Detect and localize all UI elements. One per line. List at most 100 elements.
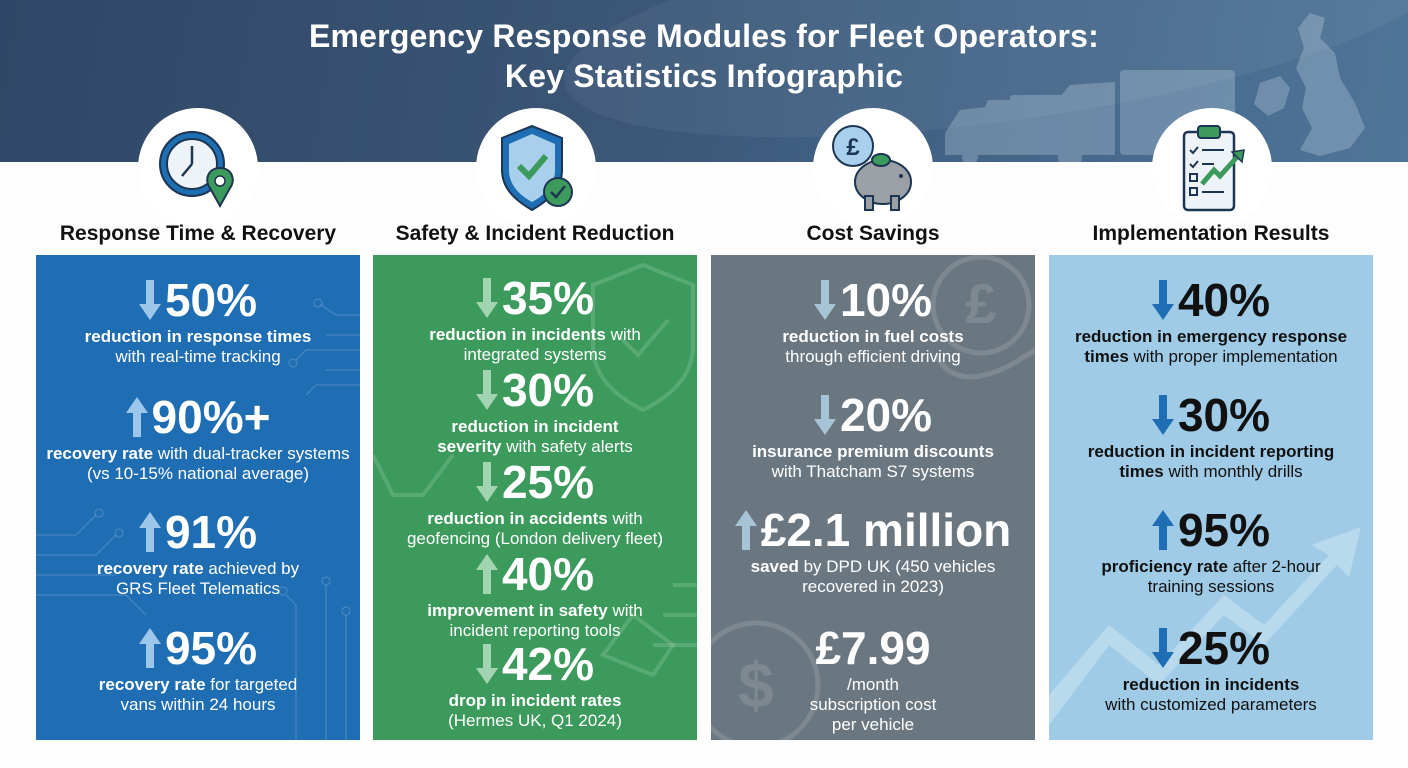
stat-item: 20% insurance premium discounts with That… — [711, 390, 1035, 482]
stat-item: 35% reduction in incidents with integrat… — [373, 273, 697, 365]
category-title-implementation: Implementation Results — [1092, 222, 1330, 245]
stat-value: 35% — [501, 272, 595, 324]
stat-value: 30% — [501, 364, 595, 416]
arrow-down-icon — [475, 644, 498, 684]
stat-label: achieved by GRS Fleet Telematics — [115, 559, 300, 598]
safety-icon-bubble — [476, 108, 596, 228]
stat-value: 30% — [1177, 389, 1271, 441]
panel-implementation: 40% reduction in emergency response time… — [1049, 255, 1373, 740]
title-line-2: Key Statistics Infographic — [504, 58, 904, 94]
implementation-icon-bubble — [1152, 108, 1272, 228]
stat-label: with monthly drills — [1168, 462, 1303, 481]
stat-item: 50% reduction in response times with real… — [36, 275, 360, 367]
arrow-up-icon — [138, 512, 161, 552]
response-icon-bubble — [138, 108, 258, 228]
stat-item: 25% reduction in incidents with customize… — [1049, 623, 1373, 715]
stat-item: 10% reduction in fuel costs through effic… — [711, 275, 1035, 367]
stat-label-bold: recovery rate — [98, 675, 206, 694]
arrow-up-icon — [1151, 510, 1174, 550]
stat-value: 20% — [839, 389, 933, 441]
uk-map-icon — [1254, 13, 1365, 156]
arrow-down-icon — [475, 278, 498, 318]
stat-label-bold: improvement in safety — [427, 601, 608, 620]
panel-safety: 35% reduction in incidents with integrat… — [373, 255, 697, 740]
stat-item: 40% improvement in safety with incident … — [373, 549, 697, 641]
stat-value: 25% — [1177, 622, 1271, 674]
stat-item: 95% proficiency rate after 2-hour traini… — [1049, 505, 1373, 597]
stat-item: 40% reduction in emergency response time… — [1049, 275, 1373, 367]
stat-value: 40% — [501, 548, 595, 600]
stat-item: 95% recovery rate for targeted vans with… — [36, 623, 360, 715]
stat-label-bold: reduction in incident severity — [437, 417, 619, 456]
stat-label: by DPD UK (450 vehicles recovered in 202… — [802, 557, 996, 596]
arrow-up-icon — [734, 510, 757, 550]
stat-label: with proper implementation — [1133, 347, 1338, 366]
delivery-vans-icon — [945, 70, 1235, 162]
stat-label-bold: reduction in incidents — [1122, 675, 1300, 694]
category-title-cost: Cost Savings — [806, 222, 940, 245]
stat-label: after 2-hour training sessions — [1147, 557, 1321, 596]
stat-label-bold: proficiency rate — [1101, 557, 1228, 576]
shield-check-icon — [501, 124, 573, 212]
stat-value: £7.99 — [815, 622, 931, 674]
stat-label: for targeted vans within 24 hours — [120, 675, 298, 714]
stat-label: through efficient driving — [785, 347, 961, 366]
stat-item: 25% reduction in accidents with geofenci… — [373, 457, 697, 549]
stat-label: with Thatcham S7 systems — [771, 462, 975, 481]
stat-label: with incident reporting tools — [449, 601, 643, 640]
clipboard-chart-icon — [1182, 125, 1245, 212]
stat-label-bold: recovery rate — [46, 444, 154, 463]
stat-label: with dual-tracker systems (vs 10-15% nat… — [86, 444, 350, 483]
arrow-down-icon — [1151, 628, 1174, 668]
stat-label: with real-time tracking — [115, 347, 281, 366]
stat-label: (Hermes UK, Q1 2024) — [448, 711, 622, 730]
stat-value: 10% — [839, 274, 933, 326]
stat-label-bold: insurance premium discounts — [752, 442, 994, 461]
arrow-up-icon — [475, 554, 498, 594]
arrow-up-icon — [125, 397, 148, 437]
stat-value: 42% — [501, 638, 595, 690]
stat-value: 50% — [164, 274, 258, 326]
piggy-bank-pound-icon: £ — [832, 125, 912, 211]
stat-value: £2.1 million — [760, 504, 1012, 556]
category-title-response: Response Time & Recovery — [59, 222, 337, 245]
stat-item: £7.99 /month subscription cost per vehic… — [711, 623, 1035, 735]
stat-value: 95% — [1177, 504, 1271, 556]
arrow-up-icon — [138, 628, 161, 668]
stat-label-bold: reduction in fuel costs — [782, 327, 964, 346]
arrow-down-icon — [475, 462, 498, 502]
stat-label: with integrated systems — [463, 325, 641, 364]
stat-value: 40% — [1177, 274, 1271, 326]
arrow-down-icon — [1151, 280, 1174, 320]
stat-item: £2.1 million saved by DPD UK (450 vehicl… — [711, 505, 1035, 597]
stat-label-bold: reduction in emergency response times — [1074, 327, 1348, 366]
arrow-down-icon — [475, 370, 498, 410]
stat-value: 25% — [501, 456, 595, 508]
clock-with-location-pin-icon — [159, 131, 234, 209]
stat-label: with geofencing (London delivery fleet) — [406, 509, 664, 548]
stat-label-bold: reduction in response times — [84, 327, 312, 346]
stat-label: /month subscription cost per vehicle — [809, 675, 937, 734]
stat-label-bold: reduction in incident reporting times — [1087, 442, 1335, 481]
stat-item: 42% drop in incident rates (Hermes UK, Q… — [373, 639, 697, 731]
arrow-down-icon — [813, 280, 836, 320]
stat-label-bold: recovery rate — [96, 559, 204, 578]
title-line-1: Emergency Response Modules for Fleet Ope… — [308, 18, 1100, 54]
stat-item: 90%+ recovery rate with dual-tracker sys… — [36, 392, 360, 484]
arrow-down-icon — [813, 395, 836, 435]
arrow-down-icon — [138, 280, 161, 320]
stat-value: 90%+ — [151, 391, 271, 443]
category-title-safety: Safety & Incident Reduction — [395, 222, 675, 245]
svg-text:£: £ — [846, 134, 860, 161]
stat-item: 30% reduction in incident reporting time… — [1049, 390, 1373, 482]
stat-label: with customized parameters — [1105, 695, 1317, 714]
stat-value: 95% — [164, 622, 258, 674]
panel-cost-savings: £ $ 10% reduction in fuel costs through e… — [711, 255, 1035, 740]
stat-label: with safety alerts — [506, 437, 633, 456]
arrow-down-icon — [1151, 395, 1174, 435]
stat-label-bold: saved — [750, 557, 799, 576]
cost-icon-bubble: £ — [813, 108, 933, 228]
stat-item: 30% reduction in incident severity with … — [373, 365, 697, 457]
stat-label-bold: reduction in incidents — [429, 325, 606, 344]
